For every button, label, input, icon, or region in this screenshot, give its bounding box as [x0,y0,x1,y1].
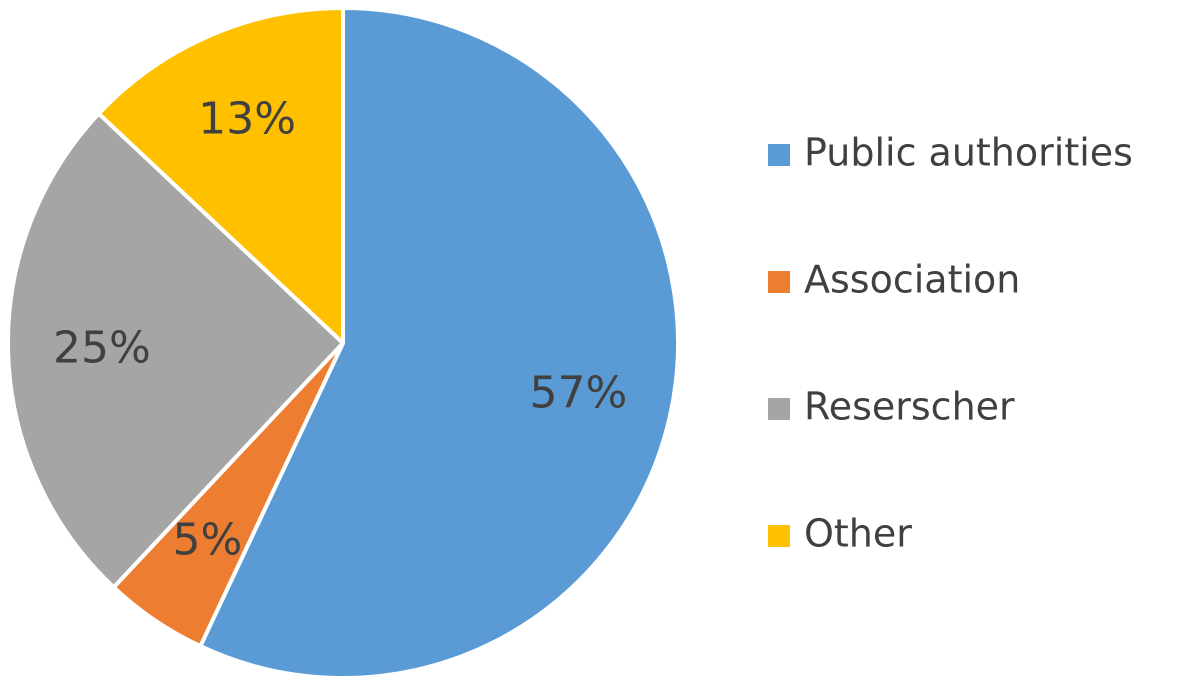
legend-swatch [768,398,790,420]
legend-label: Association [804,258,1020,302]
data-label: 25% [53,323,151,374]
data-label: 5% [173,514,243,565]
legend-swatch [768,144,790,166]
legend-swatch [768,525,790,547]
pie-slice [198,6,680,680]
pie-slice [6,111,345,590]
data-label: 13% [198,94,296,145]
data-label: 57% [529,368,627,419]
legend-label: Public authorities [804,131,1133,175]
pie-slice [96,6,345,345]
legend-label: Other [804,512,912,556]
legend-swatch [768,271,790,293]
legend-label: Reserscher [804,385,1015,429]
